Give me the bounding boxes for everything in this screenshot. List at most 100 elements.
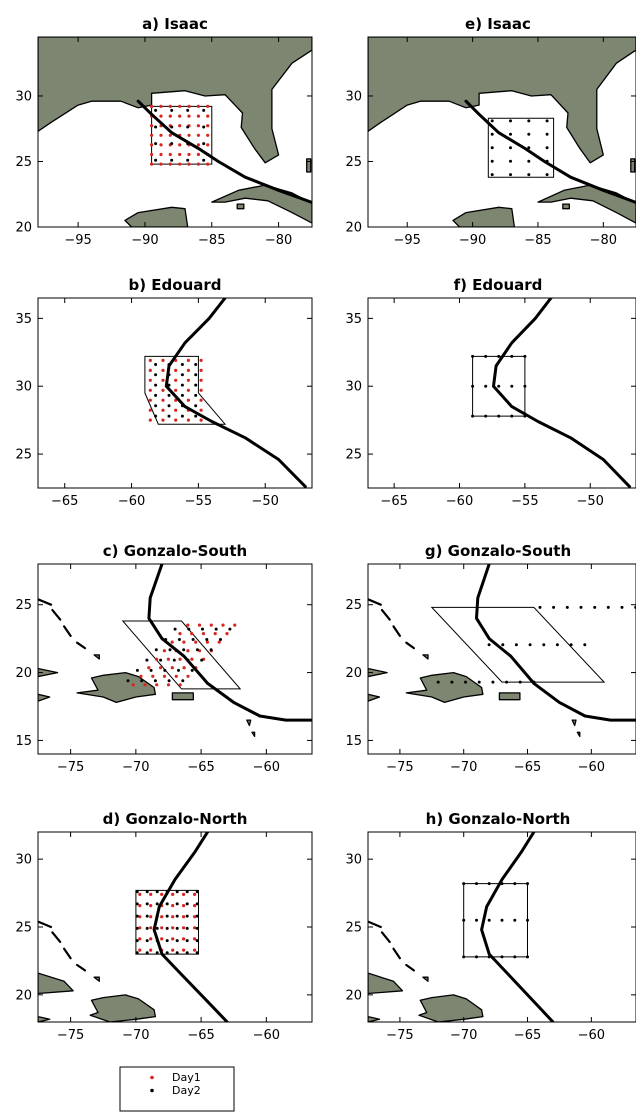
- day2-sample-point: [185, 939, 189, 943]
- day1-sample-point: [199, 398, 203, 402]
- x-tick-label: −60: [578, 760, 605, 775]
- day2-sample-point: [154, 142, 158, 146]
- y-tick-label: 25: [15, 448, 32, 463]
- day2-sample-point: [180, 383, 184, 387]
- day2-sample-point: [140, 679, 144, 683]
- day1-sample-point: [138, 892, 142, 897]
- day1-sample-point: [206, 143, 210, 147]
- x-tick-label: −65: [380, 494, 407, 509]
- day2-sample-point: [170, 142, 174, 146]
- day1-sample-point: [182, 948, 186, 952]
- day1-sample-point: [182, 937, 186, 941]
- y-tick-label: 25: [345, 155, 362, 170]
- day1-sample-point: [171, 937, 175, 941]
- day2-sample-point: [154, 108, 158, 112]
- day1-sample-point: [160, 892, 164, 897]
- day2-sample-point: [491, 680, 495, 684]
- x-tick-label: −60: [253, 760, 280, 775]
- day2-sample-point: [182, 648, 186, 652]
- island-coast: [38, 598, 53, 606]
- day2-sample-point: [135, 951, 139, 955]
- land-mass: [124, 206, 189, 227]
- x-tick-label: −65: [514, 760, 541, 775]
- day2-sample-point: [180, 414, 184, 418]
- day1-sample-point: [170, 640, 174, 644]
- day1-sample-point: [209, 623, 213, 627]
- day1-sample-point: [161, 408, 165, 412]
- day1-sample-point: [196, 104, 200, 108]
- day2-sample-point: [195, 648, 199, 652]
- day2-sample-point: [145, 914, 149, 918]
- day1-sample-point: [193, 904, 197, 908]
- day1-sample-point: [148, 398, 152, 402]
- day2-sample-point: [510, 414, 514, 418]
- land-mass: [562, 203, 570, 210]
- y-tick-label: 30: [15, 380, 32, 395]
- land-mass: [38, 1015, 51, 1022]
- day2-sample-point: [497, 384, 501, 388]
- day2-sample-point: [173, 627, 177, 631]
- day2-sample-point: [135, 668, 139, 672]
- day1-sample-point: [182, 904, 186, 908]
- x-tick-label: −65: [514, 1028, 541, 1043]
- day1-sample-point: [196, 124, 200, 128]
- day2-sample-point: [475, 918, 478, 922]
- day2-sample-point: [505, 680, 509, 684]
- day2-sample-point: [135, 939, 139, 943]
- day2-sample-point: [523, 384, 527, 388]
- day1-sample-point: [171, 915, 175, 919]
- island-coast: [368, 598, 382, 606]
- day1-sample-point: [186, 649, 190, 653]
- axes-frame: [367, 297, 636, 489]
- day1-sample-point: [186, 378, 190, 382]
- day1-sample-point: [148, 358, 152, 362]
- day1-sample-point: [150, 124, 154, 128]
- day2-sample-point: [527, 173, 531, 177]
- day2-sample-point: [500, 955, 504, 959]
- day2-sample-point: [490, 173, 494, 177]
- map-ocean: [38, 832, 312, 1022]
- day1-sample-point: [148, 378, 152, 382]
- day2-sample-point: [201, 627, 204, 631]
- day2-sample-point: [159, 658, 163, 662]
- map-ocean: [368, 832, 636, 1022]
- island-coast: [51, 608, 62, 621]
- day1-sample-point: [143, 683, 147, 687]
- day1-sample-point: [186, 368, 190, 372]
- hurricane-track: [152, 832, 229, 1022]
- day1-sample-point: [178, 162, 182, 166]
- day2-sample-point: [202, 142, 206, 146]
- land-mass: [498, 692, 521, 701]
- day2-sample-point: [195, 914, 199, 918]
- day1-sample-point: [138, 937, 142, 941]
- day2-sample-point: [154, 373, 158, 377]
- day2-sample-point: [195, 890, 199, 894]
- y-tick-label: 15: [345, 734, 362, 749]
- day1-sample-point: [194, 640, 198, 644]
- hurricane-track: [480, 832, 555, 1022]
- day2-sample-point: [177, 668, 180, 672]
- x-tick-label: −75: [386, 760, 413, 775]
- day1-sample-point: [213, 632, 217, 636]
- day1-sample-point: [166, 683, 171, 687]
- land-mass: [76, 671, 157, 704]
- day1-sample-point: [187, 152, 191, 157]
- day2-sample-point: [165, 926, 169, 930]
- x-tick-label: −70: [450, 1028, 477, 1043]
- day1-sample-point: [138, 926, 142, 930]
- day1-sample-point: [159, 114, 163, 118]
- day1-sample-point: [178, 114, 182, 118]
- day1-sample-point: [206, 114, 210, 118]
- legend-box: [119, 1066, 235, 1112]
- land-mass: [422, 976, 429, 982]
- day1-sample-point: [138, 915, 142, 919]
- day2-sample-point: [165, 951, 169, 955]
- day2-sample-point: [185, 926, 189, 930]
- day1-sample-point: [182, 640, 186, 644]
- day1-sample-point: [190, 657, 194, 661]
- day2-sample-point: [202, 108, 206, 112]
- day2-sample-point: [195, 902, 199, 906]
- panel-title: h) Gonzalo-North: [426, 810, 571, 828]
- day2-sample-point: [510, 384, 514, 388]
- day1-sample-point: [186, 398, 190, 402]
